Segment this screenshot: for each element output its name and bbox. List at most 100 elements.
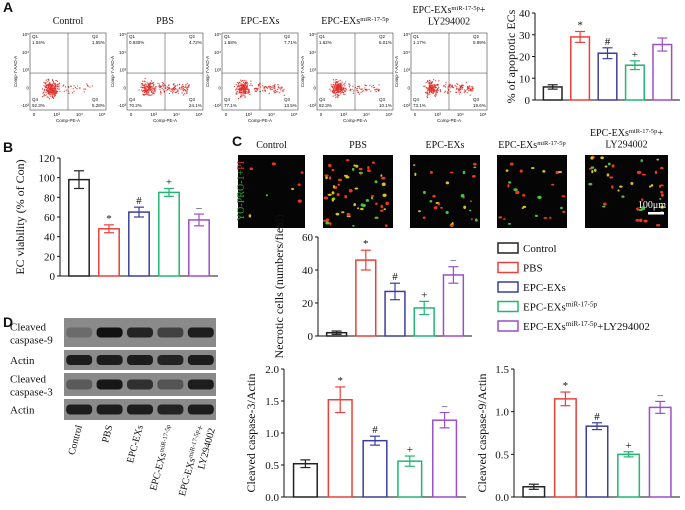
label: EPC-EXsmiR-17-5p+ LY294002 (590, 128, 663, 151)
event-dot (53, 81, 55, 83)
event-dot (269, 88, 271, 90)
cell (557, 170, 563, 173)
event-dot (59, 90, 61, 92)
event-dot (150, 83, 152, 85)
event-dot (426, 94, 428, 96)
blot-band (187, 355, 214, 365)
flow-x-tick: 10³ (245, 112, 252, 117)
event-dot (51, 93, 53, 95)
event-dot (153, 84, 155, 87)
cell (606, 173, 610, 177)
blot-band (66, 379, 93, 390)
event-dot (332, 85, 334, 87)
event-dot (459, 88, 461, 90)
event-dot (369, 84, 371, 86)
event-dot (342, 87, 345, 89)
event-dot (147, 86, 149, 88)
event-dot (244, 91, 246, 93)
event-dot (62, 85, 64, 87)
event-dot (243, 94, 245, 96)
label-sup: miR-17-5p (537, 140, 566, 147)
event-dot (274, 88, 276, 90)
event-dot (463, 91, 465, 93)
event-dot (45, 87, 47, 89)
event-dot (151, 94, 153, 96)
event-dot (173, 88, 175, 91)
event-dot (74, 87, 76, 89)
event-dot (152, 92, 154, 95)
quadrant-name: Q3 (189, 97, 196, 102)
event-dot (341, 85, 343, 87)
event-dot (142, 83, 144, 86)
cell (522, 205, 527, 209)
event-dot (54, 87, 56, 90)
event-dot (58, 88, 60, 90)
event-dot (52, 93, 54, 96)
row-word: caspase-3 (10, 387, 53, 399)
label-sup: miR-17-5p (360, 16, 389, 23)
event-dot (378, 88, 380, 90)
event-dot (51, 79, 54, 81)
event-dot (461, 88, 463, 90)
event-dot (58, 84, 60, 86)
event-dot (76, 88, 78, 90)
blot-band (157, 355, 184, 365)
cell (353, 164, 356, 167)
flow-x-tick: 10³ (340, 112, 347, 117)
scale-bar (648, 212, 664, 215)
label: Cleaved caspase-3 (10, 374, 53, 399)
event-dot (454, 84, 456, 87)
event-dot (233, 85, 236, 88)
cell (660, 184, 664, 187)
event-dot (273, 87, 275, 89)
event-dot (431, 82, 433, 84)
event-dot (279, 87, 281, 89)
event-dot (351, 88, 353, 91)
cell (358, 167, 363, 171)
cell (345, 159, 350, 162)
event-dot (42, 92, 44, 94)
cell (661, 193, 664, 197)
y-tick-label: 10 (519, 73, 531, 85)
label-line2: LY294002 (428, 17, 470, 28)
bar (188, 219, 210, 277)
cell (660, 205, 665, 209)
event-dot (270, 86, 272, 88)
event-dot (147, 82, 149, 85)
cell (380, 204, 384, 209)
event-dot (58, 82, 60, 85)
event-dot (338, 90, 340, 92)
event-dot (432, 85, 434, 87)
event-dot (425, 81, 427, 84)
event-dot (341, 83, 343, 85)
cell (588, 182, 593, 186)
event-dot (174, 87, 176, 89)
event-dot (184, 86, 186, 88)
quadrant-name: Q1 (129, 34, 136, 39)
cell (602, 205, 606, 208)
y-tick-label: 0 (308, 331, 314, 343)
event-dot (466, 92, 468, 94)
cell (344, 195, 348, 199)
event-dot (185, 91, 187, 93)
event-dot (153, 82, 155, 84)
event-dot (186, 86, 189, 89)
event-dot (143, 93, 145, 96)
event-dot (334, 85, 336, 87)
cell (591, 170, 594, 174)
flow-x-tick: 0 (320, 112, 323, 117)
label: PBS (156, 16, 174, 27)
event-dot (78, 87, 81, 89)
label-sup: miR-17-5p (629, 128, 658, 135)
event-dot (242, 81, 245, 83)
event-dot (470, 90, 472, 92)
event-dot (151, 87, 154, 89)
cell (346, 212, 351, 217)
event-dot (356, 89, 358, 92)
quadrant-name: Q2 (189, 34, 196, 39)
event-dot (46, 85, 48, 87)
event-dot (235, 88, 237, 90)
event-dot (83, 91, 85, 93)
event-dot (91, 85, 93, 87)
event-dot (332, 79, 334, 81)
